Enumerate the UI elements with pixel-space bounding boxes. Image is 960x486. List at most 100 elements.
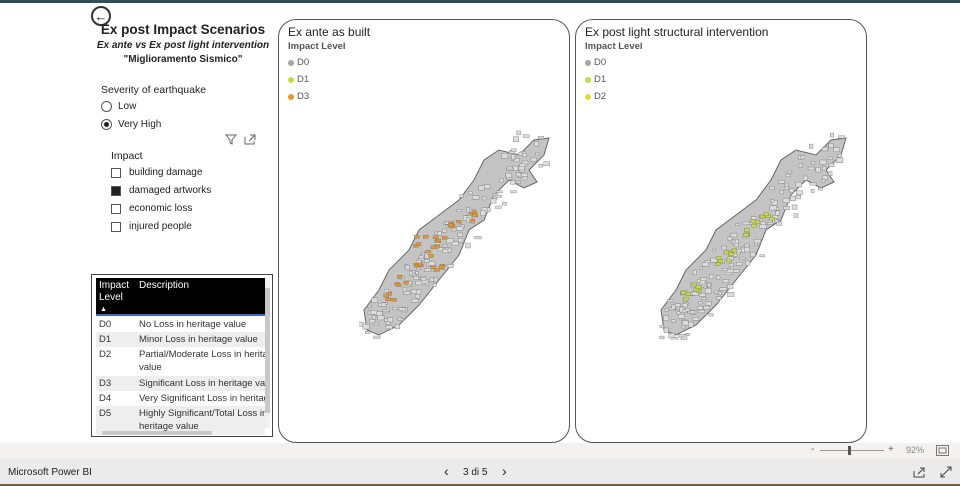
building: [821, 179, 826, 183]
building: [362, 323, 370, 330]
building: [681, 325, 686, 329]
building: [543, 161, 550, 166]
impact-building: [430, 265, 437, 270]
impact-building: [391, 298, 397, 302]
checkbox[interactable]: [111, 203, 121, 214]
column-header-description[interactable]: Description: [139, 280, 190, 291]
impact-building: [728, 252, 735, 256]
legend-item-d2[interactable]: D2: [585, 91, 606, 103]
building: [735, 223, 740, 226]
building: [506, 166, 513, 170]
impact-option-injured-people[interactable]: injured people: [111, 221, 192, 232]
previous-page-button[interactable]: ‹: [444, 463, 449, 479]
building: [458, 238, 464, 243]
building: [404, 265, 410, 270]
impact-option-damaged-artworks[interactable]: damaged artworks: [111, 185, 211, 196]
building: [699, 266, 704, 270]
page-indicator: 3 di 5: [463, 467, 488, 478]
checkbox[interactable]: [111, 185, 121, 196]
zoom-out-button[interactable]: -: [811, 444, 815, 455]
map-visual[interactable]: [359, 130, 559, 340]
checkbox[interactable]: [111, 221, 121, 232]
zoom-slider-thumb[interactable]: [848, 446, 851, 455]
impact-building: [695, 285, 702, 289]
page-subtitle-2: "Miglioramento Sismico": [123, 54, 243, 65]
focus-mode-icon[interactable]: [244, 134, 256, 145]
legend-item-d1[interactable]: D1: [585, 74, 606, 86]
legend-item-d3[interactable]: D3: [288, 91, 309, 103]
zoom-bar: - + 92%: [0, 443, 960, 458]
impact-building: [723, 250, 729, 255]
building: [721, 245, 728, 251]
building: [429, 277, 434, 282]
building: [468, 191, 473, 195]
severity-option-low[interactable]: Low: [101, 101, 136, 112]
filter-icon[interactable]: [225, 134, 237, 145]
radio-button[interactable]: [101, 119, 112, 130]
impact-building: [432, 235, 439, 239]
zoom-slider[interactable]: [820, 450, 884, 451]
table-row: D2 Partial/Moderate Loss in heritage value: [99, 349, 265, 373]
building: [795, 181, 802, 188]
building: [775, 210, 780, 216]
legend-item-d0[interactable]: D0: [585, 57, 606, 69]
building: [518, 151, 523, 156]
severity-option-very-high[interactable]: Very High: [101, 119, 161, 130]
building: [456, 209, 462, 213]
building: [516, 130, 521, 135]
table-row: D5 Highly Significant/Total Loss in herita…: [96, 406, 265, 435]
horizontal-scrollbar[interactable]: [102, 431, 262, 435]
legend-title: Impact Level: [288, 41, 346, 52]
map-card-ex-ante: Ex ante as built Impact Level D0 D1 D3: [278, 19, 570, 443]
building: [446, 238, 454, 244]
building: [418, 255, 424, 259]
building: [534, 141, 539, 147]
building: [778, 179, 785, 184]
impact-building: [385, 297, 391, 302]
building: [663, 315, 669, 321]
building: [827, 156, 834, 160]
back-button[interactable]: ←: [91, 6, 111, 26]
building: [383, 289, 389, 293]
next-page-button[interactable]: ›: [502, 463, 507, 479]
map-visual[interactable]: [656, 130, 856, 340]
column-header-impact-level[interactable]: Impact Level: [99, 280, 130, 303]
building: [666, 299, 674, 303]
impact-building: [680, 290, 686, 295]
checkbox[interactable]: [111, 167, 121, 178]
impact-level-table: Impact Level Description ▲ D0 No Loss in …: [91, 274, 273, 437]
legend-item-d0[interactable]: D0: [288, 57, 309, 69]
building: [365, 331, 371, 334]
building: [703, 305, 710, 310]
share-icon[interactable]: [913, 466, 926, 478]
building: [537, 136, 544, 140]
impact-building: [442, 236, 448, 240]
building: [779, 190, 784, 195]
building: [373, 322, 380, 326]
building: [730, 239, 736, 243]
impact-building: [769, 217, 775, 221]
building: [803, 175, 809, 181]
impact-option-building-damage[interactable]: building damage: [111, 167, 202, 178]
building: [770, 199, 775, 203]
building: [726, 292, 735, 297]
zoom-in-button[interactable]: +: [888, 444, 894, 455]
building: [398, 307, 407, 311]
building: [785, 173, 791, 177]
building: [442, 248, 449, 254]
impact-building: [434, 268, 440, 272]
building: [678, 314, 685, 319]
building: [828, 171, 833, 176]
impact-building: [396, 274, 403, 279]
fullscreen-icon[interactable]: [940, 466, 952, 478]
legend-item-d1[interactable]: D1: [288, 74, 309, 86]
building: [776, 221, 782, 226]
vertical-scrollbar[interactable]: [265, 280, 270, 428]
fit-to-page-icon[interactable]: [936, 445, 949, 456]
impact-building: [417, 262, 423, 266]
building: [538, 164, 543, 168]
building: [727, 236, 733, 241]
impact-option-economic-loss[interactable]: economic loss: [111, 203, 192, 214]
radio-button[interactable]: [101, 101, 112, 112]
building: [791, 204, 798, 210]
